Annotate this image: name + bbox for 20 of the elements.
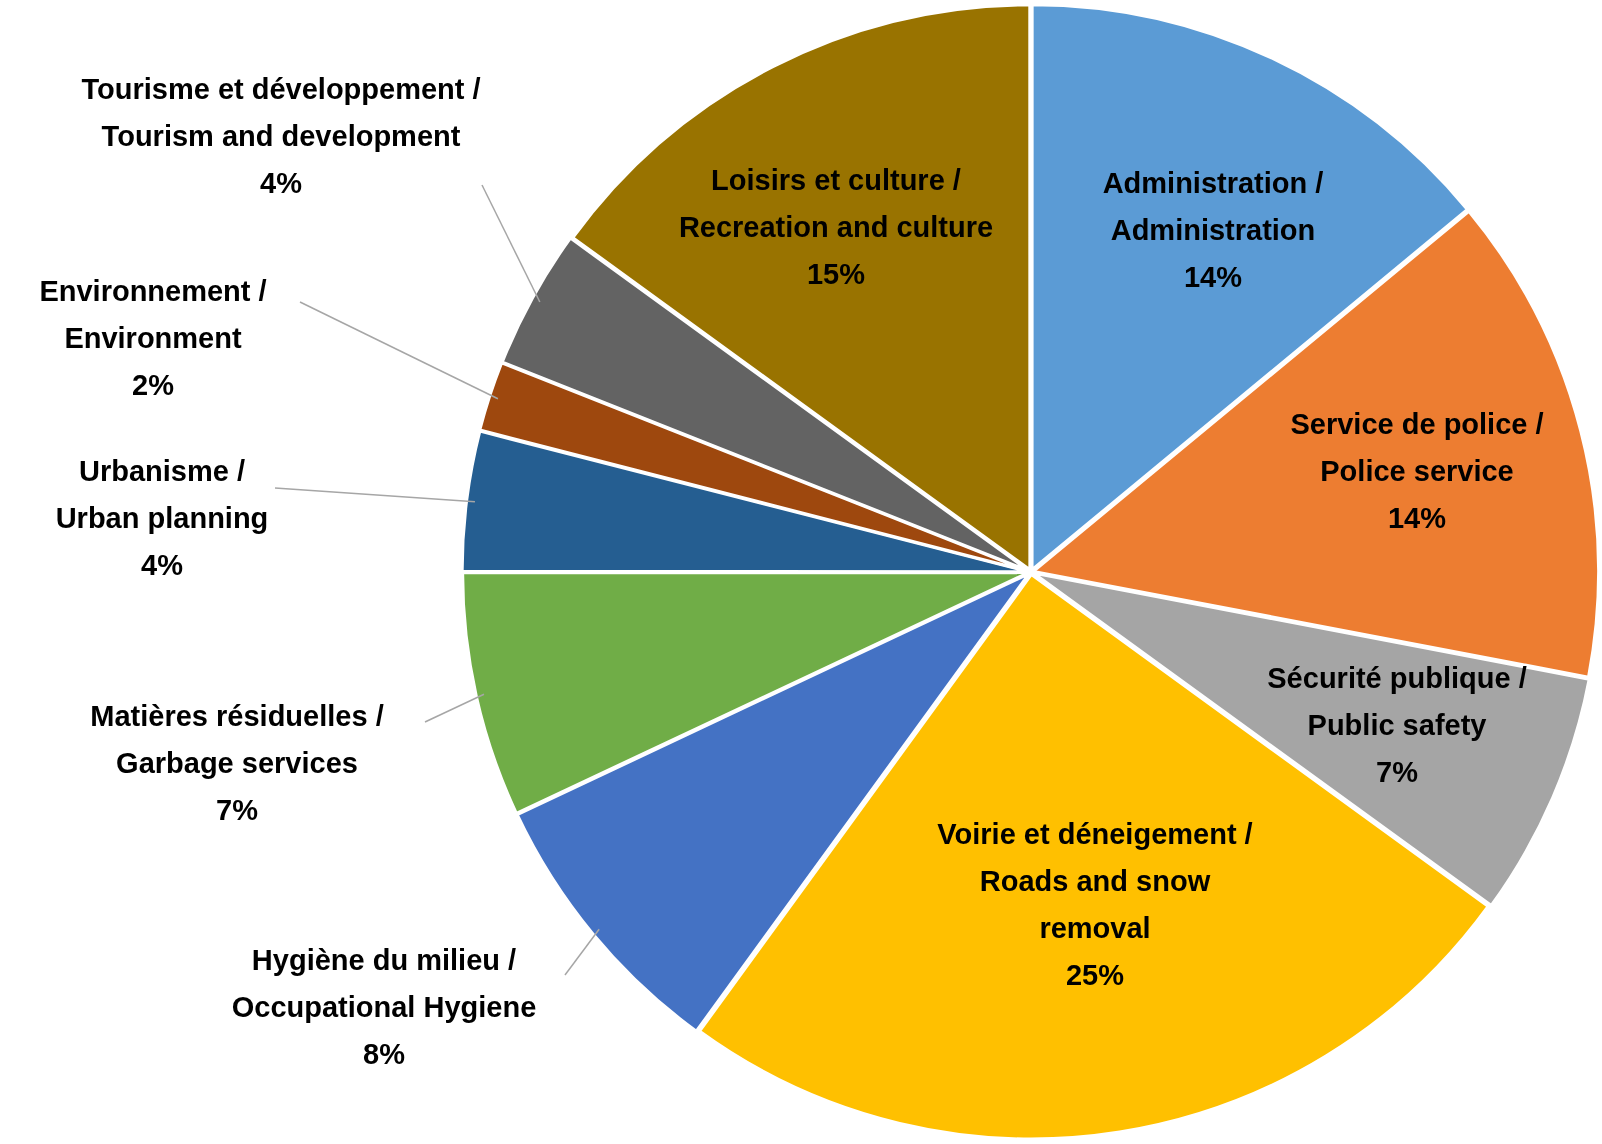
data-label: 25%: [1065, 958, 1125, 991]
slice-label: Hygiène du milieu / Occupational Hygiene: [231, 944, 537, 1023]
data-label: 7%: [216, 794, 259, 826]
data-label: 8%: [363, 1038, 406, 1070]
data-label: 2%: [132, 369, 175, 401]
slice-label: Administration / Administration: [1102, 167, 1324, 246]
slice-label: Sécurité publique / Public safety: [1267, 662, 1527, 741]
slice-label: Voirie et déneigement / Roads and snow removal: [937, 817, 1253, 944]
data-label: 4%: [260, 167, 303, 199]
data-label: 4%: [141, 549, 184, 581]
data-label: 15%: [806, 258, 866, 290]
slice-label: Urbanisme / Urban planning: [55, 455, 269, 534]
slice-label: Tourisme et développement / Tourism and development: [81, 73, 481, 152]
slice-label: Matières résiduelles / Garbage services: [90, 700, 384, 779]
slice-label: Service de police / Police service: [1290, 408, 1544, 487]
data-label: 14%: [1387, 502, 1447, 534]
slice-label: Loisirs et culture / Recreation and culture: [678, 164, 994, 243]
data-label: 7%: [1376, 756, 1419, 788]
data-label: 14%: [1183, 261, 1243, 293]
slice-label: Environnement / Environment: [39, 275, 267, 354]
